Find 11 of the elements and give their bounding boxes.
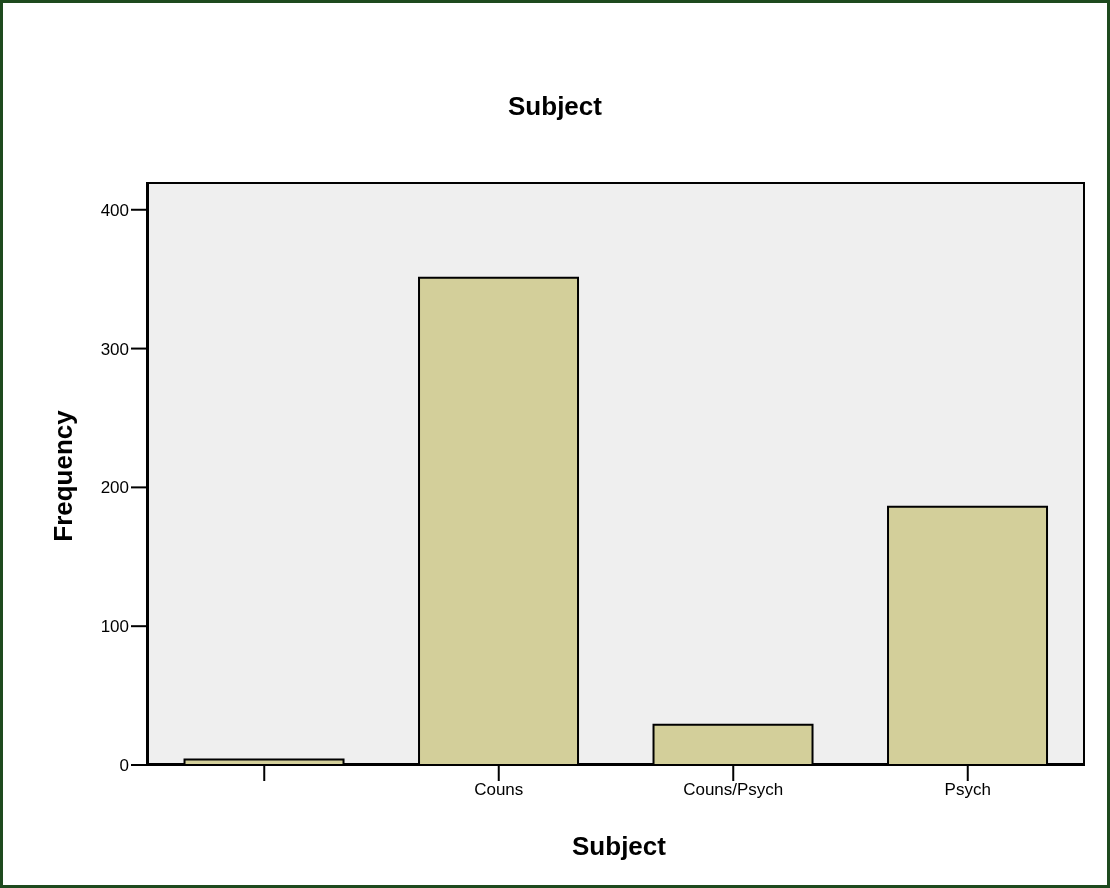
y-tick-label: 100 — [100, 617, 129, 637]
x-tick-label: Couns/Psych — [683, 780, 784, 800]
x-tick-label: Couns — [474, 780, 524, 800]
y-tick-label: 200 — [100, 478, 129, 498]
y-axis-title: Frequency — [47, 410, 79, 542]
y-tick-label: 300 — [100, 339, 129, 359]
x-tick-label: Psych — [944, 780, 991, 800]
x-axis-title: Subject — [571, 831, 667, 862]
chart-title: Subject — [507, 91, 603, 122]
y-tick-label: 0 — [119, 756, 129, 776]
y-tick-label: 400 — [100, 200, 129, 220]
